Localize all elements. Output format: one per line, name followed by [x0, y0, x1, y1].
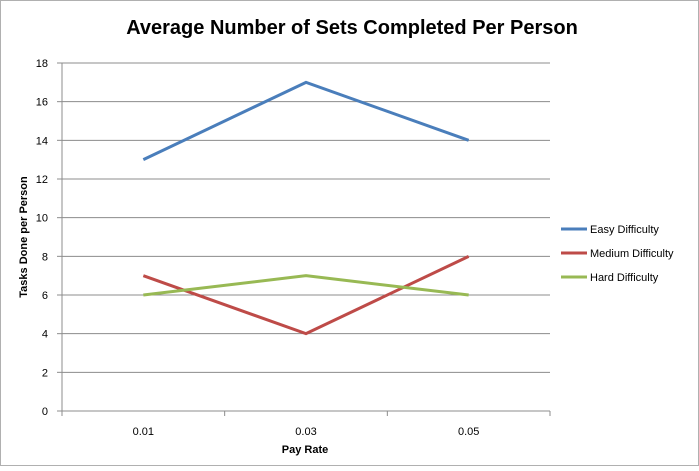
- y-tick-label: 18: [36, 58, 48, 70]
- series-lines: [142, 80, 470, 336]
- y-tick-label: 14: [36, 135, 48, 147]
- legend: Easy Difficulty Medium Difficulty Hard Dif…: [561, 224, 674, 284]
- y-tick-label: 12: [36, 174, 48, 186]
- x-tick-label: 0.01: [133, 426, 154, 438]
- x-tick-label: 0.05: [458, 426, 479, 438]
- x-axis-title: Pay Rate: [282, 444, 328, 456]
- axes: 0 2 4 6 8 10 12 14 16 18 0.01 0.03 0.05: [36, 58, 551, 438]
- y-tick-label: 0: [42, 406, 48, 418]
- series-line: [142, 254, 470, 336]
- y-tick-label: 8: [42, 251, 48, 263]
- chart-title: Average Number of Sets Completed Per Per…: [126, 17, 578, 39]
- legend-label: Hard Difficulty: [590, 272, 659, 284]
- series-line: [143, 274, 469, 297]
- y-axis-title: Tasks Done per Person: [18, 176, 30, 298]
- y-tick-label: 2: [42, 367, 48, 379]
- y-tick-label: 16: [36, 97, 48, 109]
- legend-label: Medium Difficulty: [590, 248, 674, 260]
- x-tick-label: 0.03: [295, 426, 316, 438]
- series-line: [142, 80, 470, 162]
- legend-label: Easy Difficulty: [590, 224, 659, 236]
- y-tick-label: 10: [36, 213, 48, 225]
- y-tick-label: 6: [42, 290, 48, 302]
- y-tick-label: 4: [42, 329, 48, 341]
